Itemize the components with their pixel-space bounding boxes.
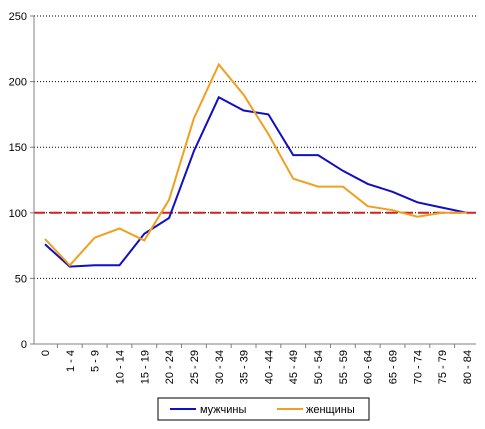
y-tick-label: 100 xyxy=(9,208,27,220)
axes xyxy=(30,15,476,348)
y-tick-label: 200 xyxy=(9,77,27,89)
x-tick-label: 80 - 84 xyxy=(462,350,474,384)
legend-box xyxy=(157,397,370,421)
x-tick-label: 50 - 54 xyxy=(313,350,325,384)
x-tick-label: 0 xyxy=(40,350,52,356)
y-tick-label: 250 xyxy=(9,11,27,23)
x-tick-label: 75 - 79 xyxy=(437,350,449,384)
x-tick-label: 35 - 39 xyxy=(239,350,251,384)
series-lines xyxy=(44,62,468,268)
x-tick-label: 5 - 9 xyxy=(90,350,102,372)
gridlines xyxy=(34,15,476,279)
x-tick-label: 30 - 34 xyxy=(214,350,226,384)
legend: мужчины женщины xyxy=(157,397,370,421)
legend-label: мужчины xyxy=(200,404,246,416)
y-tick-label: 50 xyxy=(15,273,27,285)
series-line-men xyxy=(44,95,468,268)
x-tick-label: 55 - 59 xyxy=(338,350,350,384)
x-tick-label: 15 - 19 xyxy=(139,350,151,384)
y-tick-labels: 0 50 100 150 200 250 xyxy=(9,11,27,351)
x-tick-labels: 0 1 - 4 5 - 9 10 - 14 15 - 19 20 - 24 25 - 29 3… xyxy=(40,350,474,384)
y-tick-label: 150 xyxy=(9,142,27,154)
legend-label: женщины xyxy=(306,404,355,416)
x-tick-label: 1 - 4 xyxy=(65,350,77,372)
x-tick-label: 45 - 49 xyxy=(288,350,300,384)
x-tick-label: 70 - 74 xyxy=(412,350,424,384)
series-line-women xyxy=(44,62,467,267)
x-tick-label: 10 - 14 xyxy=(114,350,126,384)
x-tick-label: 25 - 29 xyxy=(189,350,201,384)
x-tick-label: 65 - 69 xyxy=(388,350,400,384)
y-tick-label: 0 xyxy=(21,339,27,351)
x-tick-label: 20 - 24 xyxy=(164,350,176,384)
x-tick-label: 60 - 64 xyxy=(363,350,375,384)
x-tick-label: 40 - 44 xyxy=(263,350,275,384)
